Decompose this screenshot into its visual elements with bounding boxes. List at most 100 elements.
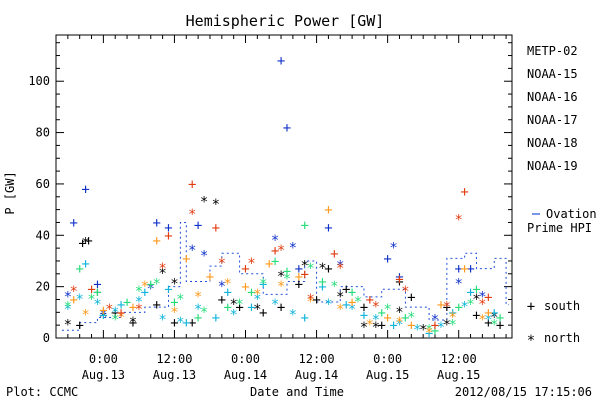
point-noaa-19-north: *: [443, 300, 451, 316]
legend-entry-metp-02: METP-02: [527, 44, 578, 58]
point-metp-02-north: *: [212, 197, 220, 213]
point-noaa-17-north: *: [235, 297, 243, 313]
point-noaa-19-south: +: [330, 246, 338, 262]
point-noaa-16-south: +: [389, 318, 397, 334]
point-noaa-16-south: +: [360, 308, 368, 324]
point-noaa-18-north: *: [141, 279, 149, 295]
point-noaa-17-south: +: [401, 310, 409, 326]
point-metp-02-north: *: [129, 315, 137, 331]
point-noaa-15-north: *: [147, 282, 155, 298]
point-noaa-16-north: *: [64, 302, 72, 318]
point-noaa-17-south: +: [271, 254, 279, 270]
point-noaa-16-south: +: [466, 285, 474, 301]
point-noaa-17-south: +: [93, 285, 101, 301]
point-metp-02-south: +: [443, 300, 451, 316]
point-noaa-18-south: +: [484, 305, 492, 321]
y-tick-label: 60: [36, 177, 50, 191]
x-tick-date-label: Aug.15: [437, 368, 480, 382]
point-noaa-17-north: *: [135, 284, 143, 300]
point-noaa-16-south: +: [164, 282, 172, 298]
point-noaa-16-south: +: [490, 305, 498, 321]
point-metp-02-south: +: [152, 298, 160, 314]
legend-south-label: south: [544, 299, 580, 313]
y-tick-label: 40: [36, 228, 50, 242]
point-noaa-15-north: *: [188, 243, 196, 259]
point-noaa-16-north: *: [75, 292, 83, 308]
point-noaa-16-north: *: [253, 292, 261, 308]
legend-north-label: north: [544, 331, 580, 345]
point-noaa-16-north: *: [437, 320, 445, 336]
y-tick-label: 0: [43, 331, 50, 345]
point-noaa-15-south: +: [295, 262, 303, 278]
point-noaa-15-south: +: [277, 54, 285, 70]
point-noaa-15-south: +: [324, 221, 332, 237]
point-noaa-16-north: *: [111, 305, 119, 321]
axes: 0 20 40 60 80 100 0:00 Aug.13 12:00 Aug.13 0:00 Aug…: [28, 34, 513, 382]
point-metp-02-south: +: [395, 275, 403, 291]
point-noaa-19-north: *: [188, 207, 196, 223]
point-noaa-19-north: *: [401, 284, 409, 300]
point-metp-02-north: *: [472, 292, 480, 308]
point-metp-02-south: +: [360, 300, 368, 316]
y-axis-label: P [GW]: [3, 171, 17, 214]
point-noaa-17-south: +: [454, 300, 462, 316]
point-noaa-19-south: +: [460, 185, 468, 201]
plot-frame: [55, 34, 513, 339]
point-noaa-17-south: +: [496, 310, 504, 326]
point-noaa-19-north: *: [478, 297, 486, 313]
point-noaa-15-north: *: [454, 277, 462, 293]
point-noaa-17-north: *: [152, 277, 160, 293]
x-tick-date-label: Aug.15: [366, 368, 409, 382]
point-noaa-16-south: +: [182, 316, 190, 332]
point-noaa-19-north: *: [306, 292, 314, 308]
x-tick-date-label: Aug.13: [82, 368, 125, 382]
point-noaa-17-north: *: [111, 312, 119, 328]
legend-south-marker: +: [527, 299, 535, 315]
plot-timestamp: 2012/08/15 17:15:06: [455, 385, 592, 399]
point-noaa-15-south: +: [194, 218, 202, 234]
legend-entry-noaa-18: NOAA-18: [527, 136, 578, 150]
point-metp-02-north: *: [301, 259, 309, 275]
point-noaa-17-north: *: [306, 261, 314, 277]
point-noaa-18-south: +: [206, 269, 214, 285]
point-noaa-17-south: +: [318, 275, 326, 291]
point-noaa-17-north: *: [354, 294, 362, 310]
point-noaa-15-south: +: [466, 262, 474, 278]
point-noaa-17-north: *: [64, 300, 72, 316]
point-noaa-19-south: +: [164, 228, 172, 244]
point-noaa-17-south: +: [348, 285, 356, 301]
point-noaa-16-north: *: [348, 302, 356, 318]
point-noaa-19-south: +: [212, 221, 220, 237]
point-noaa-19-south: +: [87, 282, 95, 298]
x-tick-date-label: Aug.13: [153, 368, 196, 382]
point-noaa-17-north: *: [176, 292, 184, 308]
point-noaa-18-north: *: [366, 318, 374, 334]
point-noaa-15-north: *: [431, 312, 439, 328]
legend-ovation-label-line1: Ovation: [546, 207, 597, 221]
y-tick-label: 80: [36, 126, 50, 140]
point-noaa-18-north: *: [306, 294, 314, 310]
point-noaa-18-south: +: [460, 262, 468, 278]
point-noaa-16-south: +: [301, 310, 309, 326]
point-noaa-17-north: *: [330, 279, 338, 295]
point-metp-02-south: +: [377, 318, 385, 334]
point-noaa-19-south: +: [366, 292, 374, 308]
point-metp-02-south: +: [472, 308, 480, 324]
point-noaa-19-south: +: [117, 305, 125, 321]
point-noaa-16-south: +: [342, 298, 350, 314]
point-noaa-16-south: +: [318, 280, 326, 296]
point-noaa-17-north: *: [200, 305, 208, 321]
point-metp-02-south: +: [496, 318, 504, 334]
point-metp-02-north: *: [81, 235, 89, 251]
point-noaa-18-south: +: [152, 233, 160, 249]
point-noaa-16-south: +: [259, 277, 267, 293]
point-noaa-18-north: *: [277, 279, 285, 295]
point-metp-02-north: *: [360, 320, 368, 336]
point-metp-02-south: +: [342, 282, 350, 298]
point-metp-02-south: +: [277, 300, 285, 316]
point-metp-02-south: +: [324, 262, 332, 278]
point-metp-02-north: *: [99, 310, 107, 326]
point-noaa-18-south: +: [295, 269, 303, 285]
point-noaa-19-south: +: [395, 272, 403, 288]
